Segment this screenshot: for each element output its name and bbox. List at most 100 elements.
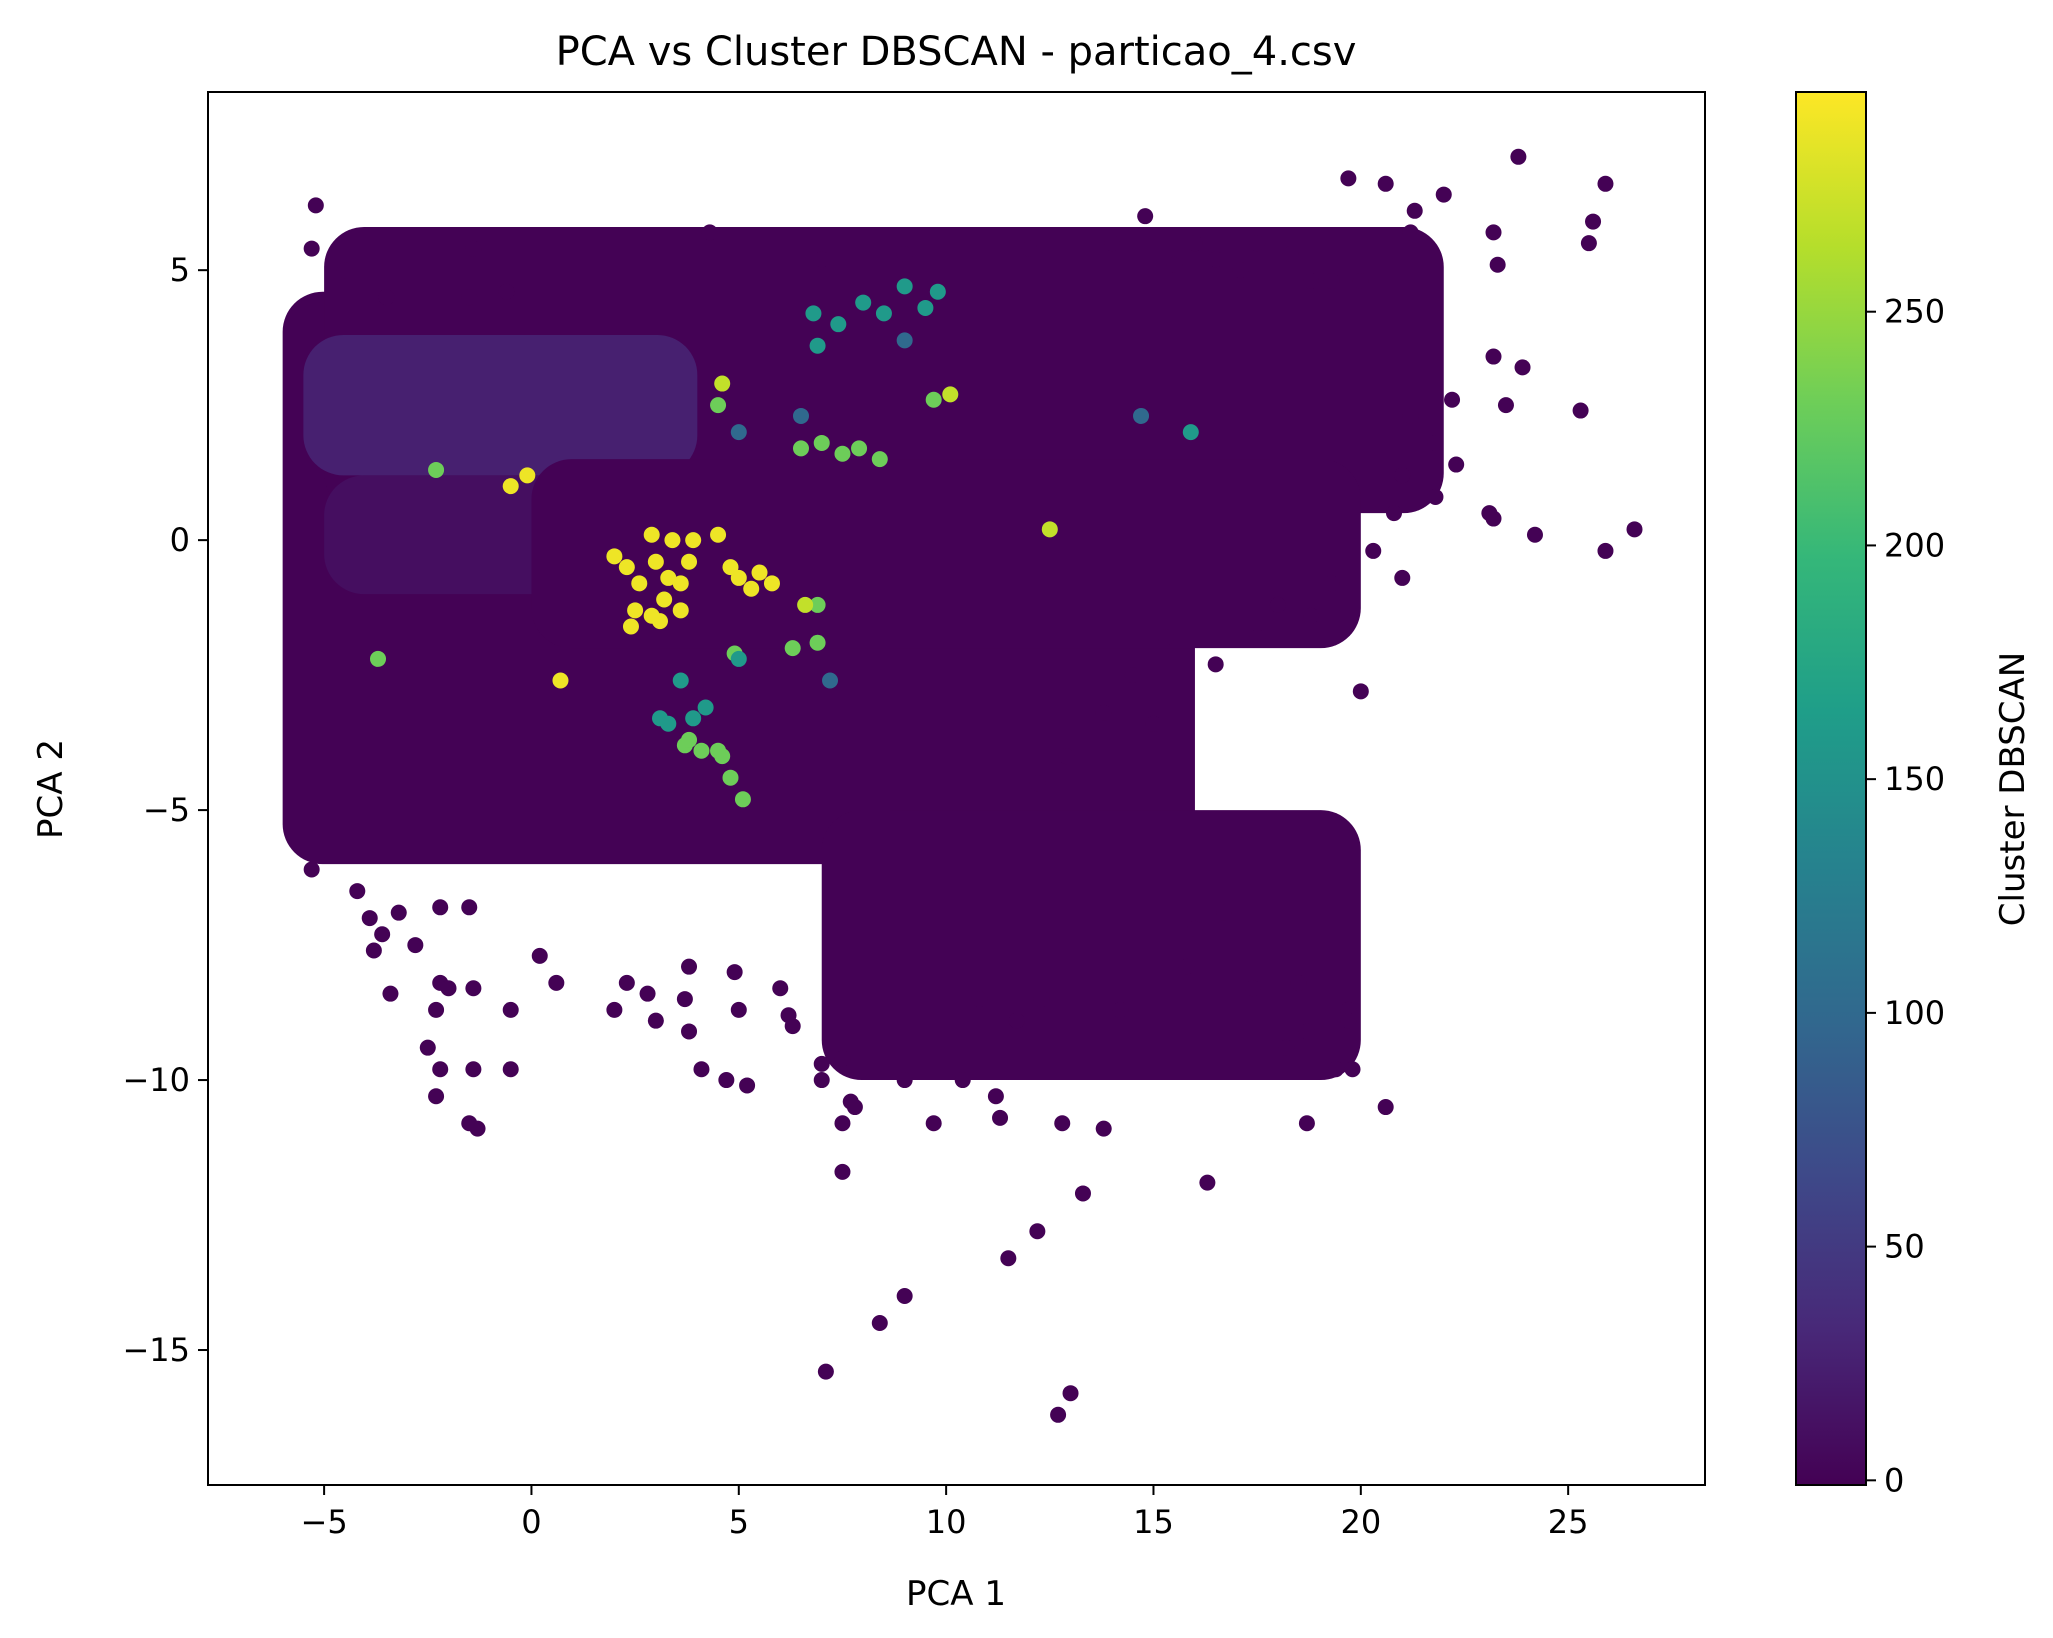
scatter-point bbox=[1489, 256, 1506, 273]
scatter-point bbox=[465, 1061, 482, 1078]
y-tick-label: 5 bbox=[170, 251, 190, 289]
scatter-point bbox=[1526, 526, 1543, 543]
scatter-point bbox=[681, 553, 698, 570]
scatter-point bbox=[428, 461, 445, 478]
scatter-point bbox=[813, 1055, 830, 1072]
y-tick-label: 0 bbox=[170, 521, 190, 559]
scatter-point bbox=[784, 1018, 801, 1035]
scatter-point bbox=[743, 580, 760, 597]
scatter-point bbox=[432, 1061, 449, 1078]
scatter-point bbox=[714, 375, 731, 392]
scatter-point bbox=[465, 240, 482, 257]
scatter-point bbox=[1041, 521, 1058, 538]
scatter-point bbox=[1021, 240, 1038, 257]
scatter-point bbox=[647, 1012, 664, 1029]
colorbar-tick-label: 250 bbox=[1884, 293, 1945, 331]
scatter-point bbox=[1444, 391, 1461, 408]
scatter-point bbox=[805, 305, 822, 322]
cluster-region-4 bbox=[531, 459, 1361, 649]
scatter-point bbox=[660, 715, 677, 732]
scatter-point bbox=[1448, 456, 1465, 473]
scatter-point bbox=[718, 1072, 735, 1089]
scatter-point bbox=[660, 569, 677, 586]
scatter-point bbox=[548, 974, 565, 991]
scatter-point bbox=[1249, 235, 1266, 252]
cluster-region-2 bbox=[303, 334, 698, 476]
x-tick-label: 0 bbox=[521, 1503, 541, 1541]
scatter-point bbox=[1145, 715, 1162, 732]
scatter-point bbox=[693, 742, 710, 759]
scatter-point bbox=[1514, 359, 1531, 376]
scatter-point bbox=[896, 1288, 913, 1305]
scatter-point bbox=[992, 1109, 1009, 1126]
scatter-point bbox=[954, 1072, 971, 1089]
scatter-point bbox=[407, 937, 424, 954]
scatter-point bbox=[855, 294, 872, 311]
x-tick-label: 10 bbox=[926, 1503, 967, 1541]
colorbar-tick-label: 0 bbox=[1884, 1461, 1904, 1499]
scatter-point bbox=[1377, 1099, 1394, 1116]
scatter-point bbox=[681, 958, 698, 975]
scatter-point bbox=[1050, 1406, 1067, 1423]
scatter-point bbox=[672, 672, 689, 689]
scatter-point bbox=[1327, 1061, 1344, 1078]
scatter-point bbox=[1340, 1012, 1357, 1029]
scatter-point bbox=[1303, 272, 1320, 289]
scatter-point bbox=[664, 532, 681, 549]
scatter-point bbox=[1385, 505, 1402, 522]
scatter-point bbox=[1427, 488, 1444, 505]
scatter-point bbox=[1435, 186, 1452, 203]
scatter-point bbox=[1497, 397, 1514, 414]
scatter-point bbox=[834, 1050, 851, 1067]
scatter-point bbox=[440, 980, 457, 997]
scatter-point bbox=[685, 532, 702, 549]
scatter-point bbox=[1323, 272, 1340, 289]
scatter-point bbox=[1510, 148, 1527, 165]
scatter-point bbox=[846, 1099, 863, 1116]
scatter-point bbox=[1062, 1385, 1079, 1402]
scatter-point bbox=[1186, 920, 1203, 937]
scatter-point bbox=[710, 526, 727, 543]
scatter-point bbox=[896, 332, 913, 349]
scatter-point bbox=[971, 991, 988, 1008]
scatter-point bbox=[1207, 251, 1224, 268]
scatter-point bbox=[1157, 629, 1174, 646]
scatter-point bbox=[1406, 202, 1423, 219]
scatter-point bbox=[1269, 596, 1286, 613]
scatter-point bbox=[681, 1023, 698, 1040]
scatter-points bbox=[303, 148, 1643, 1423]
scatter-point bbox=[809, 337, 826, 354]
scatter-point bbox=[1427, 434, 1444, 451]
scatter-point bbox=[1402, 407, 1419, 424]
scatter-point bbox=[822, 672, 839, 689]
y-tick-label: −15 bbox=[122, 1331, 190, 1369]
scatter-point bbox=[1000, 1250, 1017, 1267]
scatter-point bbox=[1394, 467, 1411, 484]
scatter-point bbox=[739, 1077, 756, 1094]
scatter-point bbox=[1290, 974, 1307, 991]
scatter-point bbox=[834, 1163, 851, 1180]
scatter-point bbox=[896, 245, 913, 262]
scatter-point bbox=[303, 861, 320, 878]
scatter-point bbox=[1095, 704, 1112, 721]
scatter-point bbox=[461, 899, 478, 916]
scatter-point bbox=[502, 1001, 519, 1018]
scatter-point bbox=[1377, 175, 1394, 192]
scatter-point bbox=[817, 1363, 834, 1380]
scatter-point bbox=[361, 910, 378, 927]
scatter-point bbox=[851, 440, 868, 457]
colorbar-tick-label: 100 bbox=[1884, 994, 1945, 1032]
scatter-point bbox=[987, 1088, 1004, 1105]
scatter-point bbox=[374, 926, 391, 943]
y-axis-ticks: −15 −10 −5 0 5 bbox=[122, 251, 208, 1369]
scatter-point bbox=[792, 440, 809, 457]
scatter-point bbox=[1323, 575, 1340, 592]
scatter-point bbox=[830, 316, 847, 333]
scatter-point bbox=[307, 197, 324, 214]
scatter-point bbox=[722, 769, 739, 786]
scatter-point bbox=[303, 240, 320, 257]
scatter-point bbox=[1485, 510, 1502, 527]
scatter-point bbox=[1133, 407, 1150, 424]
scatter-point bbox=[639, 985, 656, 1002]
